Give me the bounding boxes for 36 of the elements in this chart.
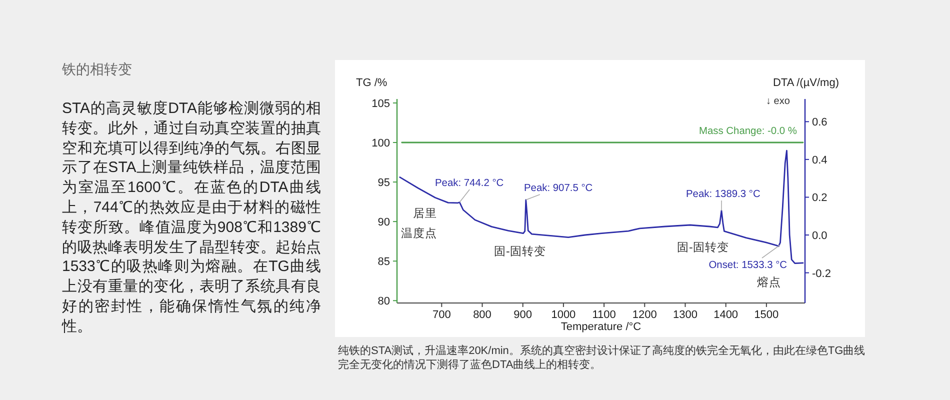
text: 铁的相转变: [62, 60, 132, 78]
y-tick-label: 80: [378, 296, 390, 308]
y2-tick-label: 0.6: [812, 116, 828, 129]
x-tick-label: 1400: [714, 309, 738, 321]
y2-tick-label: -0.2: [812, 268, 831, 280]
y-tick-label: 90: [378, 216, 390, 229]
x-tick-label: 900: [514, 309, 532, 321]
y-axis-title: TG /%: [356, 77, 388, 89]
y2-tick-label: 0.0: [812, 230, 828, 242]
annotation: 固-固转变: [494, 244, 546, 258]
annotation: 熔点: [757, 275, 781, 289]
annotation: 固-固转变: [677, 240, 729, 254]
x-tick-label: 1100: [592, 309, 616, 321]
annotation: 居里温度点: [401, 207, 437, 240]
x-axis-title: Temperature /°C: [560, 321, 642, 333]
y2-axis-title: DTA /(µV/mg): [772, 77, 839, 89]
annotation: Peak: 907.5 °C: [524, 183, 593, 194]
x-tick-label: 1000: [551, 309, 576, 321]
annotation: Peak: 1389.3 °C: [686, 189, 760, 200]
x-tick-label: 1200: [632, 309, 657, 321]
x-tick-label: 1300: [672, 309, 698, 321]
y-tick-label: 95: [378, 177, 390, 190]
y2-tick-label: 0.4: [812, 154, 828, 166]
annotation: ↓ exo: [766, 96, 790, 107]
y-tick-label: 105: [372, 98, 390, 110]
y-tick-label: 85: [378, 256, 390, 268]
x-tick-label: 800: [473, 309, 492, 321]
annotation: Onset: 1533.3 °C: [708, 260, 787, 271]
y2-tick-label: 0.2: [812, 192, 828, 204]
x-tick-label: 700: [432, 309, 451, 321]
annotation: Peak: 744.2 °C: [435, 178, 504, 189]
text: STA的高灵敏度DTA能够检测微弱的相转变。此外，通过自动真空装置的抽真空和充填可以得到纯净的气氛。右图显示了在STA上测量纯铁样品，温度范围为室温至1600℃。在蓝色的DTA曲线上，744℃的热效应是由于材料的磁性转变所致。峰值温度为908℃和1389℃的吸热峰表明发生了晶型转变。起始点1533℃的吸热峰则为熔融。在TG曲线上没有重量的变化，表明了系统具有良好的密封性，能确保惰性气氛的纯净性。: [62, 100, 321, 335]
y-tick-label: 100: [372, 137, 390, 150]
text: 纯铁的STA测试，升温速率20K/min。系统的真空密封设计保证了高纯度的铁完全无氧化，由此在绿色TG曲线完全无变化的情况下测得了蓝色DTA曲线上的相转变。: [338, 344, 866, 372]
x-tick-label: 1500: [754, 309, 779, 321]
annotation: Mass Change: -0.0 %: [699, 126, 797, 137]
